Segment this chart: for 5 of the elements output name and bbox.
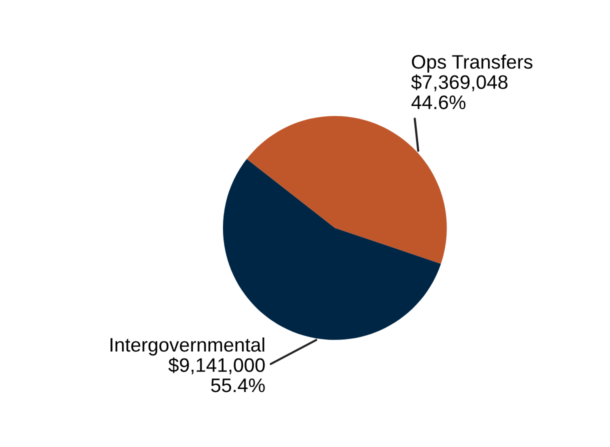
pie-slice bbox=[246, 116, 447, 264]
data-label: $9,141,000 55.4% bbox=[168, 357, 265, 392]
slice-label: Ops Transfers bbox=[412, 54, 532, 73]
data-label: $7,369,048 44.6% bbox=[411, 74, 508, 110]
slice-label: Intergovernmental bbox=[110, 337, 264, 356]
